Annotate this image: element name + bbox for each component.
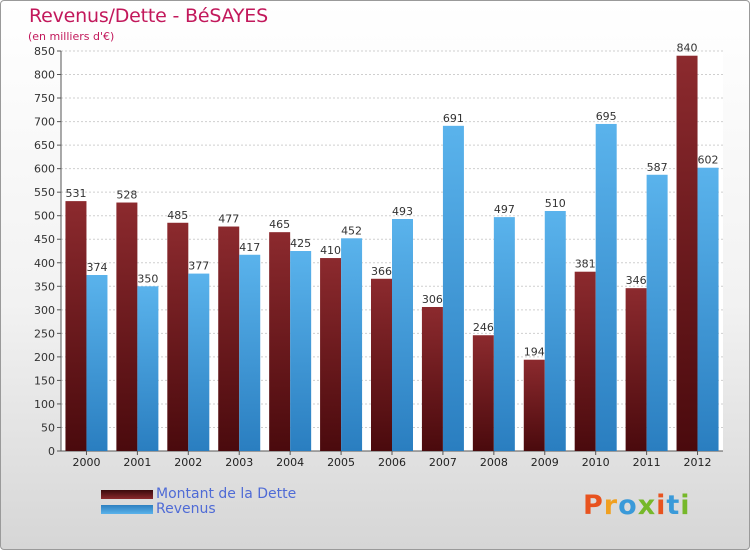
- bar-dette-2009: [523, 359, 545, 451]
- y-tick-label: 800: [34, 69, 55, 82]
- data-label: 493: [392, 205, 413, 218]
- data-label: 485: [167, 209, 188, 222]
- y-tick-label: 450: [34, 233, 55, 246]
- data-label: 350: [137, 272, 158, 285]
- y-tick-label: 750: [34, 92, 55, 105]
- x-tick-label: 2012: [684, 456, 712, 469]
- bar-dette-2006: [371, 278, 392, 451]
- data-label: 346: [626, 274, 647, 287]
- data-label: 425: [290, 237, 311, 250]
- y-tick-label: 100: [34, 398, 55, 411]
- x-tick-label: 2008: [480, 456, 508, 469]
- data-label: 417: [239, 241, 260, 254]
- data-label: 452: [341, 224, 362, 237]
- data-label: 691: [443, 112, 464, 125]
- y-tick-label: 150: [34, 374, 55, 387]
- data-label: 366: [371, 265, 392, 278]
- chart-subtitle: (en milliers d'€): [28, 30, 115, 43]
- chart-title: Revenus/Dette - BéSAYES: [29, 5, 268, 27]
- data-label: 840: [677, 42, 698, 55]
- bar-dette-2010: [574, 271, 596, 451]
- y-tick-label: 850: [34, 45, 55, 58]
- y-tick-label: 700: [34, 116, 55, 129]
- bar-revenus-2001: [137, 286, 159, 451]
- data-label: 465: [269, 218, 290, 231]
- legend-label-dette: Montant de la Dette: [156, 486, 297, 502]
- data-label: 531: [65, 187, 86, 200]
- y-tick-label: 0: [48, 445, 55, 458]
- x-tick-label: 2005: [327, 456, 355, 469]
- x-tick-label: 2003: [225, 456, 253, 469]
- y-tick-label: 50: [41, 421, 55, 434]
- y-tick-label: 300: [34, 304, 55, 317]
- bar-revenus-2002: [188, 273, 210, 451]
- bar-dette-2002: [167, 222, 189, 451]
- bar-revenus-2011: [646, 174, 668, 451]
- data-label: 374: [86, 261, 107, 274]
- x-tick-label: 2000: [72, 456, 100, 469]
- bar-dette-2008: [472, 335, 494, 451]
- y-tick-label: 500: [34, 210, 55, 223]
- x-tick-label: 2004: [276, 456, 304, 469]
- data-label: 306: [422, 293, 443, 306]
- x-tick-label: 2010: [582, 456, 610, 469]
- x-tick-label: 2007: [429, 456, 457, 469]
- data-label: 528: [116, 189, 137, 202]
- legend-swatch-dette: [101, 490, 153, 499]
- y-tick-label: 250: [34, 327, 55, 340]
- x-tick-label: 2011: [633, 456, 661, 469]
- bar-dette-2011: [625, 288, 647, 451]
- bar-revenus-2003: [239, 254, 261, 451]
- bar-revenus-2004: [290, 251, 312, 451]
- bar-dette-2000: [65, 201, 87, 451]
- legend-item-dette: Montant de la Dette: [101, 487, 296, 502]
- data-label: 477: [218, 213, 239, 226]
- y-tick-label: 400: [34, 257, 55, 270]
- y-tick-label: 200: [34, 351, 55, 364]
- x-tick-label: 2001: [123, 456, 151, 469]
- bar-revenus-2008: [493, 217, 515, 451]
- data-label: 587: [647, 161, 668, 174]
- data-label: 410: [320, 244, 341, 257]
- bar-revenus-2005: [341, 238, 363, 451]
- bar-dette-2004: [269, 232, 291, 451]
- x-tick-label: 2002: [174, 456, 202, 469]
- bar-dette-2001: [116, 202, 138, 451]
- y-tick-label: 600: [34, 163, 55, 176]
- legend-label-revenus: Revenus: [156, 501, 216, 517]
- bar-dette-2003: [218, 226, 240, 451]
- legend-item-revenus: Revenus: [101, 502, 296, 517]
- data-label: 510: [545, 197, 566, 210]
- bar-revenus-2000: [86, 275, 108, 451]
- legend-swatch-revenus: [101, 505, 153, 514]
- data-label: 381: [575, 258, 596, 271]
- bar-revenus-2009: [544, 211, 566, 451]
- proxiti-logo: Proxiti: [583, 490, 691, 521]
- bar-revenus-2012: [697, 167, 719, 452]
- data-label: 602: [698, 154, 719, 167]
- y-tick-label: 550: [34, 186, 55, 199]
- data-label: 194: [524, 346, 545, 359]
- x-tick-label: 2006: [378, 456, 406, 469]
- y-tick-label: 350: [34, 280, 55, 293]
- y-tick-label: 650: [34, 139, 55, 152]
- bar-revenus-2006: [392, 219, 413, 451]
- data-label: 377: [188, 260, 209, 273]
- bar-dette-2005: [320, 258, 342, 451]
- bar-revenus-2007: [442, 125, 464, 451]
- data-label: 246: [473, 321, 494, 334]
- bar-revenus-2010: [595, 123, 617, 452]
- bar-dette-2012: [676, 55, 698, 452]
- chart-legend: Montant de la Dette Revenus: [101, 487, 296, 517]
- bar-dette-2007: [421, 307, 443, 451]
- data-label: 695: [596, 110, 617, 123]
- data-label: 497: [494, 203, 515, 216]
- x-tick-label: 2009: [531, 456, 559, 469]
